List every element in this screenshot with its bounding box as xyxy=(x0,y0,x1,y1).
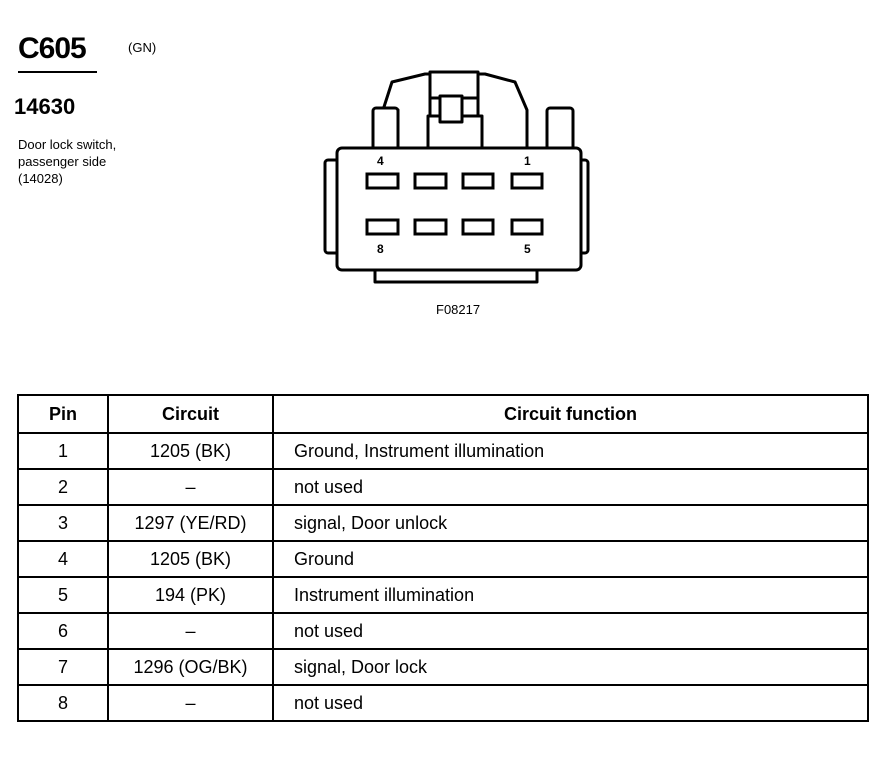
pin-label-1: 1 xyxy=(524,154,531,168)
pin-cavity-2 xyxy=(461,172,495,190)
pin-cell: 2 xyxy=(17,468,109,506)
function-cell: not used xyxy=(272,684,869,722)
title-underline xyxy=(18,71,97,73)
pin-cell: 3 xyxy=(17,504,109,542)
pin-cavity-7 xyxy=(413,218,448,236)
pin-cell: 6 xyxy=(17,612,109,650)
table-row: 6– not used xyxy=(17,612,869,650)
left-ear xyxy=(371,106,400,152)
header-circuit-function: Circuit function xyxy=(272,394,869,434)
table-row: 4 1205 (BK) Ground xyxy=(17,540,869,578)
part-number: 14630 xyxy=(14,94,76,119)
function-cell: signal, Door unlock xyxy=(272,504,869,542)
table-row: 7 1296 (OG/BK) signal, Door lock xyxy=(17,648,869,686)
lock-tab xyxy=(438,94,464,124)
table-row: 5 194 (PK) Instrument illumination xyxy=(17,576,869,614)
function-cell: Instrument illumination xyxy=(272,576,869,614)
connector-id: C605 xyxy=(18,32,87,65)
pin-cavity-4 xyxy=(365,172,400,190)
connector-face-diagram: 4 1 8 5 xyxy=(323,70,590,284)
pin-cell: 8 xyxy=(17,684,109,722)
connector-body xyxy=(335,146,583,272)
header-circuit: Circuit xyxy=(107,394,274,434)
table-header-row: Pin Circuit Circuit function xyxy=(17,394,869,434)
pin-cavity-6 xyxy=(461,218,495,236)
pin-cell: 4 xyxy=(17,540,109,578)
table-row: 8– not used xyxy=(17,684,869,722)
right-ear xyxy=(545,106,575,152)
circuit-cell: 1205 (BK) xyxy=(107,432,274,470)
pin-cell: 5 xyxy=(17,576,109,614)
circuit-cell: 1205 (BK) xyxy=(107,540,274,578)
pin-cavity-1 xyxy=(510,172,544,190)
function-cell: signal, Door lock xyxy=(272,648,869,686)
latch-top xyxy=(428,70,480,100)
table-row: 3 1297 (YE/RD) signal, Door unlock xyxy=(17,504,869,542)
circuit-cell: 1297 (YE/RD) xyxy=(107,504,274,542)
function-cell: Ground xyxy=(272,540,869,578)
latch-right xyxy=(476,72,529,150)
table-row: 1 1205 (BK) Ground, Instrument illuminatio… xyxy=(17,432,869,470)
pin-label-5: 5 xyxy=(524,242,531,256)
circuit-cell: – xyxy=(107,468,274,506)
circuit-cell: – xyxy=(107,612,274,650)
function-cell: not used xyxy=(272,612,869,650)
pin-label-4: 4 xyxy=(377,154,384,168)
header-pin: Pin xyxy=(17,394,109,434)
function-cell: Ground, Instrument illumination xyxy=(272,432,869,470)
pin-cell: 7 xyxy=(17,648,109,686)
description-line: Door lock switch, xyxy=(18,137,117,152)
pinout-table: Pin Circuit Circuit function 1 1205 (BK) G… xyxy=(17,394,869,722)
circuit-cell: – xyxy=(107,684,274,722)
connector-color: (GN) xyxy=(128,40,157,55)
circuit-cell: 1296 (OG/BK) xyxy=(107,648,274,686)
figure-id: F08217 xyxy=(436,302,481,317)
description-line: (14028) xyxy=(18,171,63,186)
pin-cell: 1 xyxy=(17,432,109,470)
pin-label-8: 8 xyxy=(377,242,384,256)
pin-cavity-3 xyxy=(413,172,448,190)
circuit-cell: 194 (PK) xyxy=(107,576,274,614)
table-row: 2– not used xyxy=(17,468,869,506)
function-cell: not used xyxy=(272,468,869,506)
pin-cavity-8 xyxy=(365,218,400,236)
description-line: passenger side xyxy=(18,154,107,169)
pin-cavity-5 xyxy=(510,218,544,236)
connector-description: Door lock switch, passenger side (14028) xyxy=(18,136,116,187)
